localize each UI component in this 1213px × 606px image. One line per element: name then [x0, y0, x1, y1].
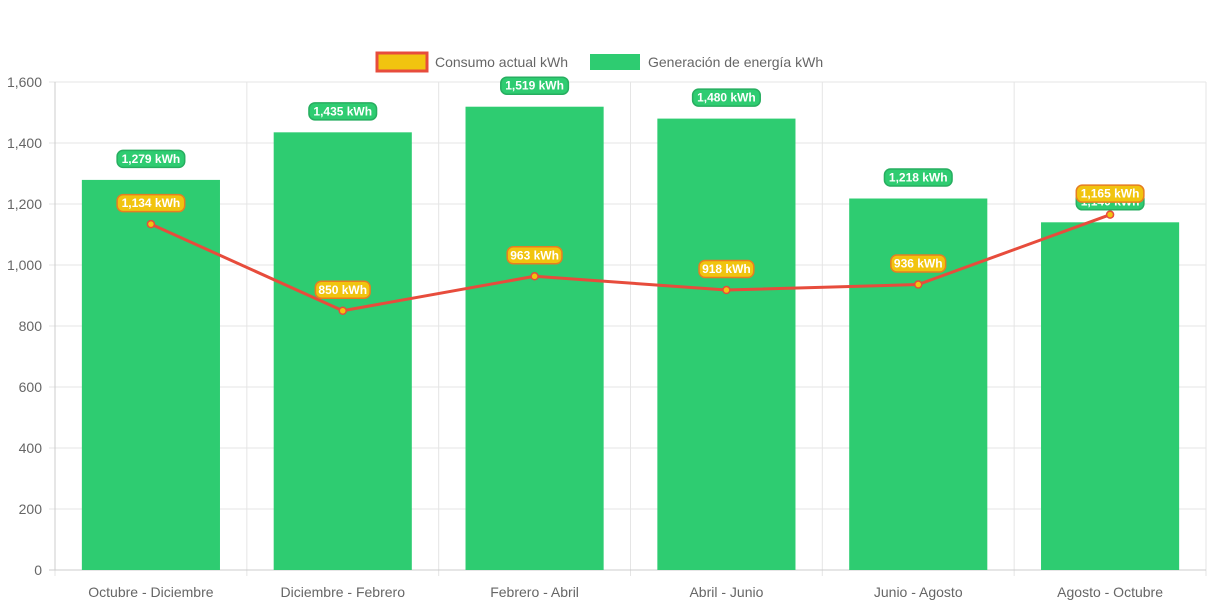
line-point	[530, 272, 539, 281]
legend[interactable]: Consumo actual kWh Generación de energía…	[375, 51, 823, 73]
y-tick-label: 800	[19, 318, 43, 334]
bar-data-label: 1,218 kWh	[883, 168, 953, 187]
bar-data-label-bg	[308, 102, 378, 121]
line-data-label: 963 kWh	[506, 246, 563, 265]
y-tick-label: 1,200	[7, 196, 42, 212]
bar-data-label-text: 1,279 kWh	[122, 152, 181, 166]
bar-data-label: 1,519 kWh	[500, 76, 570, 95]
line-data-label-text: 936 kWh	[894, 257, 943, 271]
consumption-line	[146, 210, 1115, 315]
bar	[657, 118, 796, 570]
bar	[81, 179, 220, 570]
legend-swatch-consumo	[375, 51, 429, 73]
legend-label-consumo: Consumo actual kWh	[435, 54, 568, 70]
legend-swatch-generacion	[590, 54, 640, 70]
y-tick-label: 400	[19, 440, 43, 456]
line-point	[146, 219, 156, 229]
bar-data-label: 1,279 kWh	[116, 149, 186, 169]
bar-labels: 1,279 kWh 1,435 kWh 1,519 kWh 1,480 kWh 1,21…	[116, 76, 1145, 211]
line-point	[338, 306, 347, 315]
y-tick-label: 200	[19, 501, 43, 517]
bar	[465, 106, 604, 570]
bar	[273, 132, 412, 570]
line-data-label-text: 850 kWh	[318, 283, 367, 297]
legend-label-generacion: Generación de energía kWh	[648, 54, 823, 70]
bar-data-label: 1,480 kWh	[691, 88, 761, 107]
x-tick-label: Diciembre - Febrero	[281, 584, 406, 600]
line-data-label-text: 1,165 kWh	[1081, 187, 1140, 201]
x-tick-label: Junio - Agosto	[874, 584, 963, 600]
grid	[49, 81, 1207, 576]
bar	[1041, 222, 1180, 571]
line-data-label: 918 kWh	[698, 259, 755, 279]
line-labels: 1,134 kWh 850 kWh 963 kWh 918 kWh 936 kWh 1,1…	[116, 184, 1145, 299]
y-tick-label: 0	[34, 562, 42, 578]
line-data-label-bg	[1075, 184, 1145, 203]
line-point	[722, 285, 731, 295]
line-data-label-bg	[116, 193, 186, 213]
line-data-label: 936 kWh	[890, 254, 947, 273]
bar-data-label-bg	[691, 88, 761, 107]
bars	[81, 106, 1180, 571]
x-tick-label: Abril - Junio	[689, 584, 763, 600]
line-data-label-bg	[314, 280, 371, 299]
bar	[849, 198, 988, 570]
line-data-label-text: 918 kWh	[702, 262, 751, 276]
y-tick-label: 1,000	[7, 257, 42, 273]
bar-data-label-text: 1,218 kWh	[889, 171, 948, 185]
line-data-label-bg	[890, 254, 947, 273]
x-tick-label: Octubre - Diciembre	[88, 584, 213, 600]
y-tick-label: 1,600	[7, 74, 42, 90]
line-data-label-bg	[506, 246, 563, 265]
bar-data-label-bg	[500, 76, 570, 95]
line-data-label-text: 963 kWh	[510, 248, 559, 262]
legend-item-consumo[interactable]: Consumo actual kWh	[375, 51, 568, 73]
legend-item-generacion[interactable]: Generación de energía kWh	[590, 54, 823, 70]
bar-data-label-text: 1,519 kWh	[505, 79, 564, 93]
line-point	[1105, 210, 1115, 219]
bar-data-label-text: 1,435 kWh	[313, 104, 372, 118]
line-data-label: 1,134 kWh	[116, 193, 186, 213]
bar-data-label-bg	[116, 149, 186, 169]
line-data-label-bg	[698, 259, 755, 279]
consumption-line-path	[150, 213, 1111, 313]
bar-data-label: 1,435 kWh	[308, 102, 378, 121]
y-tick-label: 1,400	[7, 135, 42, 151]
x-axis: Octubre - Diciembre Diciembre - Febrero Fe…	[49, 569, 1206, 600]
x-tick-label: Agosto - Octubre	[1057, 584, 1163, 600]
bar-data-label-text: 1,480 kWh	[697, 91, 756, 105]
x-tick-label: Febrero - Abril	[490, 584, 579, 600]
y-axis: 0 200 400 600 800 1,000 1,200 1,400 1,600	[7, 74, 56, 578]
line-data-label-text: 1,134 kWh	[122, 196, 181, 210]
line-data-label: 850 kWh	[314, 280, 371, 299]
bar-data-label-bg	[883, 168, 953, 187]
line-point	[914, 280, 923, 289]
line-data-label: 1,165 kWh	[1075, 184, 1145, 203]
y-tick-label: 600	[19, 379, 43, 395]
